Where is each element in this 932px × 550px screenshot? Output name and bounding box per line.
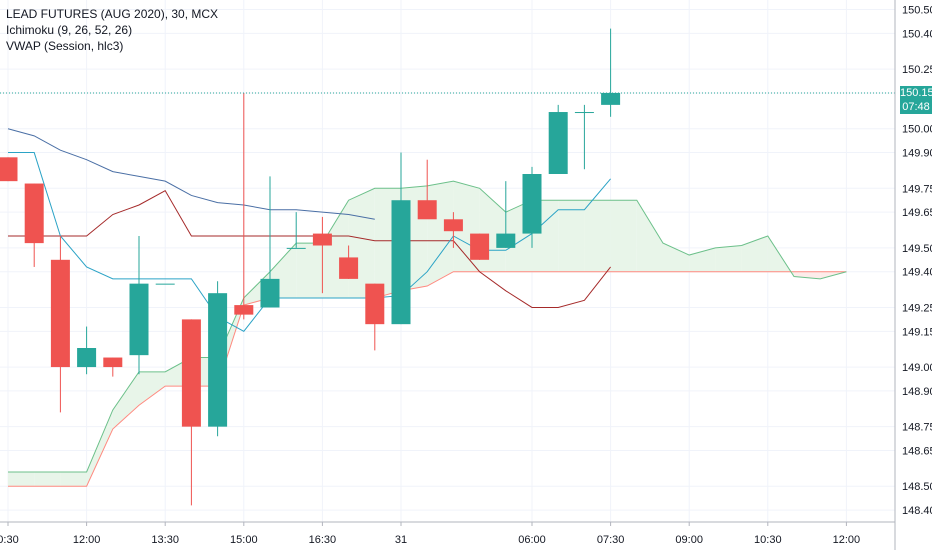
- x-tick-label: 06:00: [518, 534, 546, 546]
- y-tick-label: 150.25: [902, 64, 932, 76]
- y-tick-label: 149.90: [902, 148, 932, 160]
- candle-body[interactable]: [181, 319, 201, 427]
- kijun-line: [8, 190, 611, 308]
- cloud-segment: [584, 200, 611, 272]
- candle-body[interactable]: [103, 357, 123, 368]
- y-tick-label: 148.75: [902, 422, 932, 434]
- y-tick-label: 149.25: [902, 302, 932, 314]
- cloud-segment: [427, 181, 454, 287]
- candle-body[interactable]: [77, 348, 97, 368]
- cloud-segment: [86, 409, 113, 487]
- x-tick-label: 07:30: [597, 534, 625, 546]
- cloud-segment: [636, 200, 663, 272]
- senkou-span-b-line: [8, 271, 847, 487]
- y-tick-label: 148.65: [902, 445, 932, 457]
- candle-body[interactable]: [391, 200, 411, 325]
- cloud-segment: [348, 188, 375, 298]
- legend-vwap[interactable]: VWAP (Session, hlc3): [6, 39, 124, 53]
- x-tick-label: 13:30: [151, 534, 179, 546]
- x-tick-label: 15:00: [230, 534, 258, 546]
- candles[interactable]: [0, 28, 621, 506]
- vwap-line: [7, 128, 375, 220]
- y-tick-label: 149.50: [902, 243, 932, 255]
- y-tick-label: 149.40: [902, 267, 932, 279]
- candle-body[interactable]: [24, 183, 44, 244]
- candle-body[interactable]: [339, 257, 359, 279]
- candle-body[interactable]: [601, 92, 621, 105]
- x-tick-label: 10:30: [754, 534, 782, 546]
- cloud-segment: [741, 235, 768, 272]
- y-tick-label: 149.00: [902, 362, 932, 374]
- cloud-segment: [689, 247, 716, 272]
- candle-body[interactable]: [365, 283, 385, 325]
- candle-body[interactable]: [417, 200, 437, 220]
- candle-body[interactable]: [496, 233, 516, 248]
- candle-body[interactable]: [0, 157, 18, 182]
- y-tick-label: 149.65: [902, 207, 932, 219]
- y-tick-label: 150.00: [902, 124, 932, 136]
- candle-body[interactable]: [234, 305, 254, 315]
- x-tick-label: 0:30: [0, 534, 19, 546]
- y-tick-label: 148.90: [902, 386, 932, 398]
- y-tick-label: 150.40: [902, 28, 932, 40]
- candle-body[interactable]: [50, 259, 70, 368]
- cloud-segment: [60, 471, 87, 487]
- candle-body[interactable]: [470, 233, 490, 260]
- candle-body[interactable]: [574, 112, 594, 114]
- cloud-segment: [794, 271, 821, 279]
- candle-body[interactable]: [208, 293, 228, 427]
- candle-body[interactable]: [522, 174, 542, 234]
- y-tick-label: 148.50: [902, 481, 932, 493]
- cloud-segment: [663, 243, 690, 272]
- cloud-segment: [112, 371, 139, 430]
- x-tick-label: 12:00: [73, 534, 101, 546]
- bar-countdown-tag: 07:48: [900, 99, 932, 114]
- cloud-segment: [139, 371, 166, 406]
- x-tick-label: 09:00: [675, 534, 703, 546]
- candle-body[interactable]: [286, 247, 306, 249]
- candle-body[interactable]: [155, 283, 175, 285]
- x-tick-label: 12:00: [833, 534, 861, 546]
- last-price-tag: 150.15: [900, 85, 932, 100]
- cloud-segment: [8, 471, 35, 487]
- y-tick-label: 149.75: [902, 183, 932, 195]
- cloud-segment: [322, 200, 349, 298]
- x-tick-label: 31: [395, 534, 407, 546]
- cloud-segment: [558, 200, 585, 272]
- cloud-segment: [715, 245, 742, 272]
- y-tick-label: 150.50: [902, 5, 932, 17]
- candle-body[interactable]: [548, 112, 568, 174]
- chart-legend: LEAD FUTURES (AUG 2020), 30, MCX Ichimok…: [6, 6, 218, 54]
- cloud-segment: [296, 243, 323, 298]
- candle-body[interactable]: [129, 283, 149, 356]
- y-tick-label: 149.15: [902, 326, 932, 338]
- y-tick-label: 148.40: [902, 505, 932, 517]
- candle-body[interactable]: [443, 219, 463, 232]
- cloud-segment: [34, 471, 61, 487]
- candle-body[interactable]: [260, 278, 280, 308]
- legend-ichimoku[interactable]: Ichimoku (9, 26, 52, 26): [6, 23, 133, 37]
- cloud-segment: [610, 200, 637, 272]
- x-tick-label: 16:30: [309, 534, 337, 546]
- candle-body[interactable]: [312, 233, 332, 246]
- legend-symbol[interactable]: LEAD FUTURES (AUG 2020), 30, MCX: [6, 7, 219, 21]
